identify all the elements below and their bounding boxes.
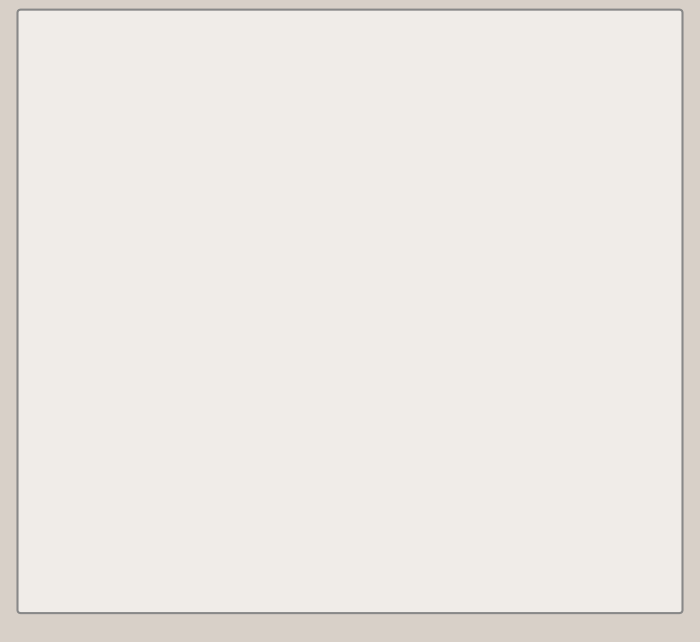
Text: R₁: R₁: [276, 230, 293, 244]
Text: o: o: [542, 284, 550, 297]
Text: OP: OP: [402, 252, 417, 263]
Text: +: +: [375, 268, 389, 284]
Text: R2: R2: [468, 137, 482, 147]
Text: in: in: [245, 281, 255, 291]
Text: I: I: [211, 229, 216, 242]
Text: I: I: [293, 269, 298, 283]
Text: For the amplifier shown below, determine the output voltage l: For the amplifier shown below, determine…: [156, 112, 612, 126]
Text: -: -: [438, 114, 442, 127]
Text: 0 V: 0 V: [181, 490, 204, 504]
Text: -: -: [379, 246, 385, 261]
Text: R1: R1: [217, 234, 231, 244]
Text: I: I: [398, 245, 403, 259]
Text: V: V: [531, 277, 542, 292]
Text: -12 V: -12 V: [393, 313, 426, 325]
Text: R₂: R₂: [385, 132, 402, 146]
Text: I: I: [463, 132, 468, 146]
Text: 8 kΩ: 8 kΩ: [367, 164, 395, 177]
Circle shape: [232, 250, 238, 256]
Circle shape: [375, 250, 381, 256]
Text: 500 μA: 500 μA: [181, 401, 230, 415]
Text: L: L: [463, 251, 469, 261]
Text: 500 mV: 500 mV: [241, 318, 289, 331]
Text: in: in: [438, 110, 449, 123]
Text: R_L: R_L: [478, 278, 502, 291]
Text: I: I: [455, 244, 460, 258]
Text: V: V: [225, 273, 235, 286]
Text: +: +: [257, 270, 267, 283]
Text: +: +: [526, 265, 537, 277]
Text: -: -: [529, 291, 534, 305]
Text: Question 3: Question 3: [139, 82, 232, 97]
Text: 2 kΩ: 2 kΩ: [260, 259, 289, 272]
Text: 250 μA: 250 μA: [181, 460, 230, 474]
Text: +12 V: +12 V: [374, 192, 412, 205]
Text: in: in: [302, 276, 312, 286]
Text: -250 μA: -250 μA: [181, 431, 234, 445]
Text: -: -: [260, 281, 265, 294]
Text: 1 kΩ: 1 kΩ: [475, 295, 504, 308]
Circle shape: [441, 262, 446, 268]
